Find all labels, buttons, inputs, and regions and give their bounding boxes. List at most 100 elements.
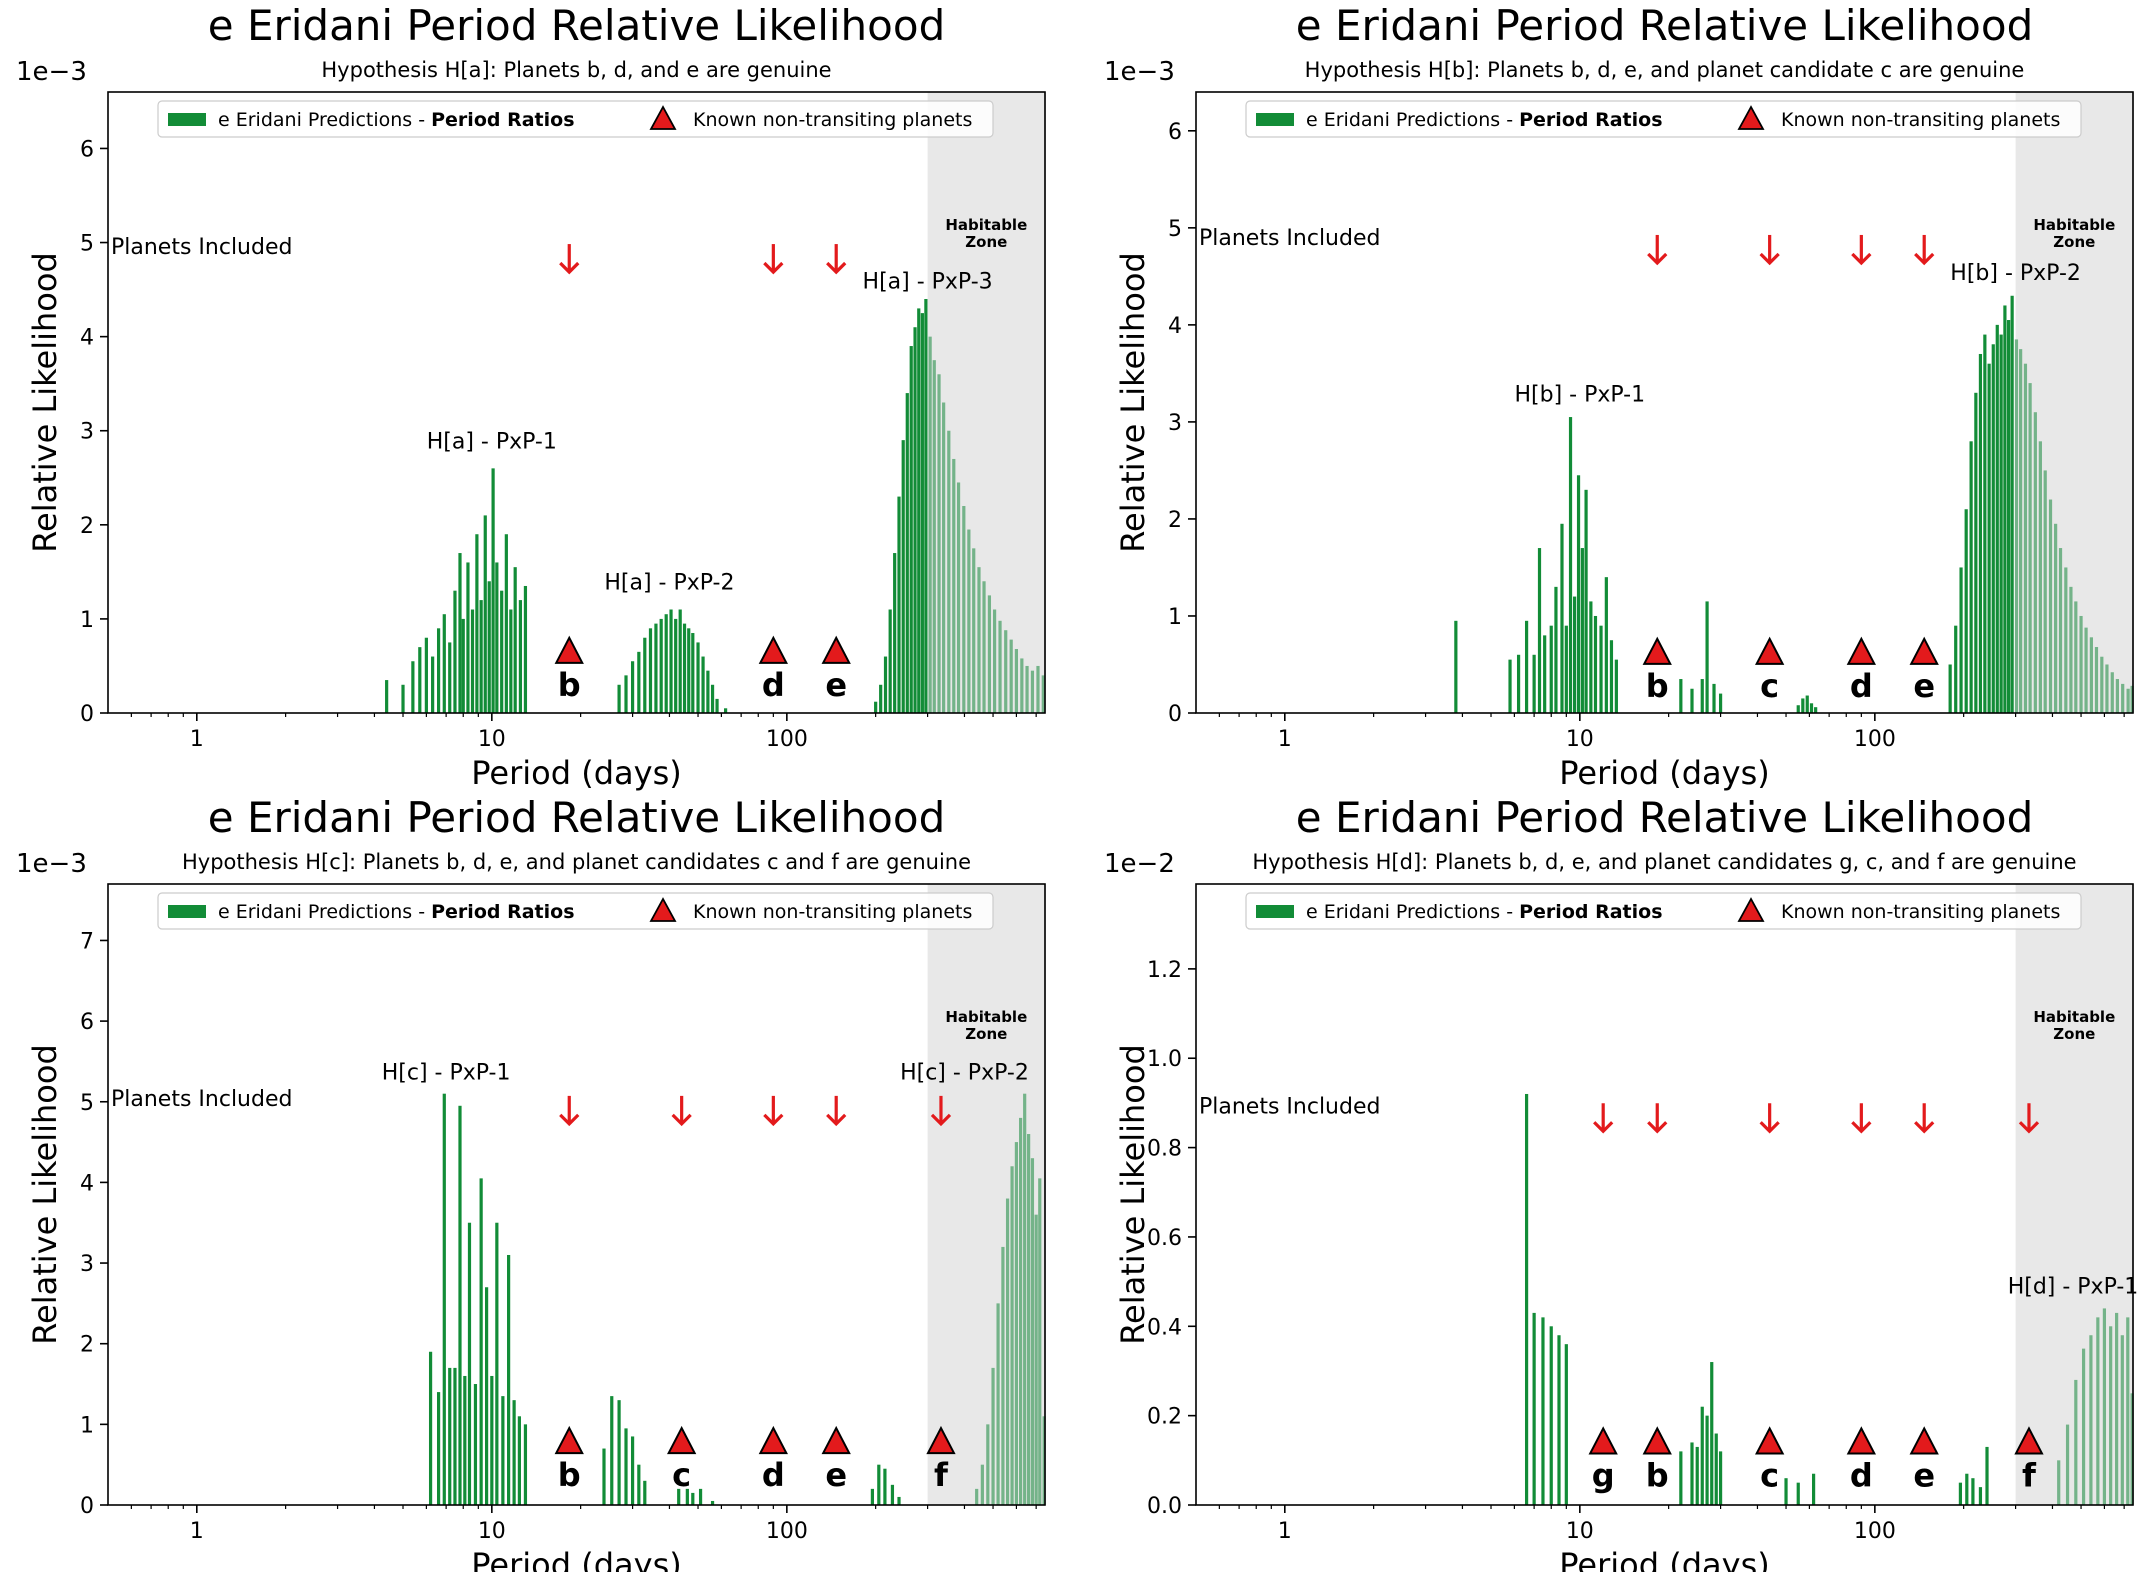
histogram-bar xyxy=(466,562,470,713)
included-planet-arrow xyxy=(559,1095,580,1127)
histogram-bar xyxy=(436,628,441,713)
histogram-bar xyxy=(1568,417,1573,713)
x-axis-label: Period (days) xyxy=(471,754,681,792)
histogram-bar xyxy=(1679,679,1683,713)
habitable-zone-label: Zone xyxy=(965,1025,1007,1043)
histogram-bar xyxy=(1537,548,1542,713)
histogram-bar xyxy=(411,661,415,713)
histogram-bar xyxy=(1999,334,2003,713)
histogram-bar xyxy=(1991,344,1995,713)
legend-period-ratios: Period Ratios xyxy=(431,901,574,923)
histogram-bar xyxy=(932,360,936,713)
y-tick-label: 1.2 xyxy=(1147,958,1182,983)
histogram-bar xyxy=(1549,625,1553,713)
histogram-bar xyxy=(602,1448,606,1505)
plot-frame xyxy=(1195,91,2134,714)
histogram-bar xyxy=(2074,1379,2078,1505)
known-planet-marker xyxy=(1755,1426,1785,1455)
histogram-bar xyxy=(507,1254,511,1505)
legend-system-name: e Eridani xyxy=(218,901,302,923)
plot-frame xyxy=(107,883,1046,1506)
peak-annotation: H[a] - PxP-2 xyxy=(604,570,734,595)
histogram-bar xyxy=(1690,688,1694,713)
histogram-bar xyxy=(1010,1166,1014,1505)
histogram-bar xyxy=(523,585,528,713)
histogram-bar xyxy=(715,698,719,713)
histogram-bar xyxy=(1971,1478,1975,1505)
histogram-bar xyxy=(1964,509,1968,713)
planet-letter-label: b xyxy=(1646,667,1669,705)
histogram-bar xyxy=(495,562,499,713)
y-axis-multiplier: 1e−3 xyxy=(1104,57,1175,87)
planet-letter-label: d xyxy=(1850,1456,1873,1494)
histogram-bar xyxy=(473,1384,478,1505)
histogram-bar xyxy=(385,680,389,713)
histogram-bar xyxy=(1005,1198,1010,1505)
y-tick-label: 4 xyxy=(80,1171,94,1196)
legend-period-ratios: Period Ratios xyxy=(1519,109,1662,131)
histogram-bar xyxy=(2014,339,2019,713)
histogram-bar xyxy=(2089,1335,2093,1505)
histogram-bar xyxy=(1784,1478,1788,1505)
included-planet-arrow xyxy=(1647,234,1668,266)
peak-annotation: H[b] - PxP-1 xyxy=(1515,382,1646,407)
histogram-bar xyxy=(1801,698,1805,713)
histogram-bar xyxy=(1524,620,1529,713)
planet-letter-label: e xyxy=(1913,1456,1935,1494)
legend-predictions-text: Predictions - xyxy=(302,109,431,131)
histogram-bar xyxy=(1560,523,1564,713)
chart-subtitle: Hypothesis H[c]: Planets b, d, e, and pl… xyxy=(182,850,971,874)
planet-letter-label: g xyxy=(1592,1456,1615,1494)
y-tick-label: 3 xyxy=(80,1252,94,1277)
histogram-bar xyxy=(696,642,700,713)
histogram-bar xyxy=(1710,1362,1714,1505)
included-planet-arrow xyxy=(826,244,847,275)
histogram-bar xyxy=(1004,630,1008,713)
legend-known-label: Known non-transiting planets xyxy=(693,901,972,923)
histogram-bar xyxy=(2084,627,2088,713)
planets-included-label: Planets Included xyxy=(111,235,292,260)
planet-letter-label: d xyxy=(762,666,785,704)
histogram-bar xyxy=(461,618,465,713)
y-tick-label: 0.0 xyxy=(1147,1494,1182,1519)
histogram-bar xyxy=(1001,1246,1005,1505)
included-planet-arrow xyxy=(671,1095,692,1127)
histogram-bar xyxy=(992,609,997,713)
legend-swatch xyxy=(168,905,206,918)
histogram-bar xyxy=(475,534,479,713)
histogram-bar xyxy=(2019,349,2023,713)
y-tick-label: 0.6 xyxy=(1147,1226,1182,1251)
planets-included-label: Planets Included xyxy=(1199,226,1380,251)
histogram-bar xyxy=(1712,683,1716,713)
habitable-zone-region xyxy=(927,92,1045,713)
histogram-bar xyxy=(458,553,462,713)
histogram-bar xyxy=(1958,1482,1963,1505)
legend-triangle-icon xyxy=(649,105,677,130)
histogram-bar xyxy=(428,1351,433,1505)
histogram-bar xyxy=(942,402,946,713)
histogram-bar xyxy=(2028,383,2032,713)
habitable-zone-label: Habitable xyxy=(945,216,1027,234)
plot-frame xyxy=(107,91,1046,714)
peak-annotation: H[a] - PxP-3 xyxy=(863,269,993,294)
legend-period-ratios: Period Ratios xyxy=(1519,901,1662,923)
y-tick-label: 4 xyxy=(1168,314,1182,339)
histogram-bar xyxy=(1593,615,1598,713)
histogram-bar xyxy=(495,1222,499,1505)
included-planet-arrow xyxy=(763,1095,784,1127)
histogram-bar xyxy=(401,684,405,713)
histogram-bar xyxy=(1042,1416,1046,1505)
histogram-bar xyxy=(1954,625,1958,713)
histogram-bar xyxy=(643,1480,647,1505)
histogram-bar xyxy=(1948,664,1952,713)
histogram-bar xyxy=(448,642,452,713)
histogram-bar xyxy=(1543,635,1547,713)
histogram-bar xyxy=(913,327,917,713)
histogram-bar xyxy=(1995,324,1999,713)
x-tick-label: 10 xyxy=(1566,727,1594,752)
included-planet-arrow xyxy=(1914,234,1935,266)
x-tick-label: 1 xyxy=(1278,1519,1292,1544)
included-planet-arrow xyxy=(2018,1103,2040,1134)
included-planet-arrow xyxy=(559,244,580,275)
histogram-bar xyxy=(1589,601,1593,713)
